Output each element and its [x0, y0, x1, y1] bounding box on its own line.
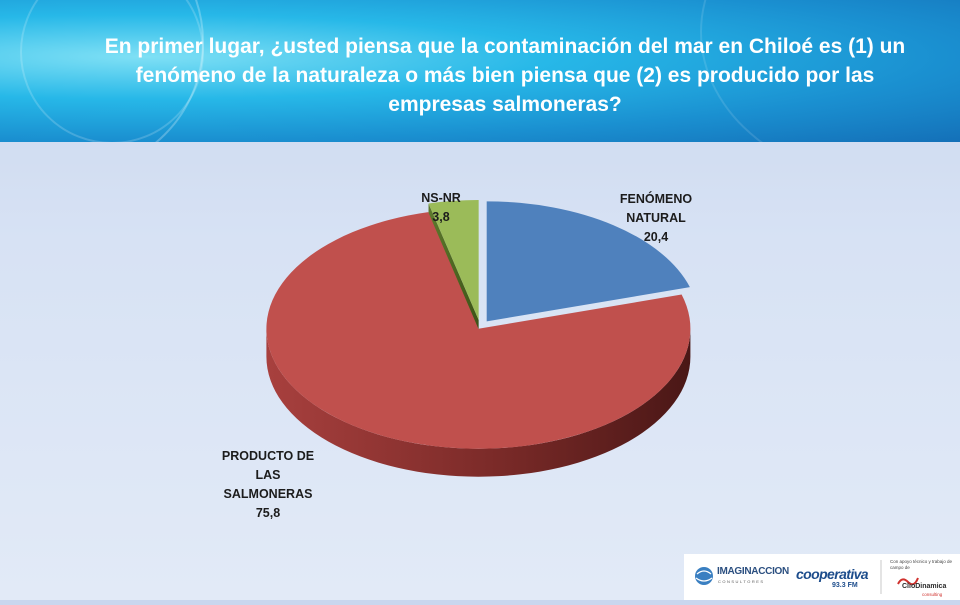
slice-label-line: FENÓMENO [619, 192, 693, 206]
cliodinamica-swoosh-icon [897, 577, 919, 586]
slice-label-line: LAS [255, 468, 281, 482]
logo-imaginaccion-sub: CONSULTORES [718, 579, 765, 584]
slice-label-line: NATURAL [626, 211, 686, 225]
page-title: En primer lugar, ¿usted piensa que la co… [104, 35, 906, 116]
slice-producto-salmoneras-side [266, 328, 691, 477]
logo-cliodinamica: ClioDinamica [902, 583, 947, 590]
logo-imaginaccion: IMAGINACCION [717, 566, 789, 577]
slice-value: 3,8 [432, 210, 450, 224]
slice-label-line: NS-NR [421, 191, 461, 205]
slice-label-fenomeno-natural: FENÓMENO NATURAL 20,4 [596, 190, 716, 247]
logos-svg [695, 560, 919, 594]
slice-label-producto-salmoneras: PRODUCTO DE LAS SALMONERAS 75,8 [206, 447, 330, 523]
logo-cooperativa: cooperativa [796, 566, 869, 582]
slice-value: 20,4 [643, 230, 669, 244]
slice-value: 75,8 [255, 506, 281, 520]
imaginaccion-globe-icon [695, 567, 713, 585]
logo-cliodinamica-sub: consulting [922, 592, 943, 597]
globe-lines-icon [695, 570, 713, 582]
slice-fenomeno-natural-top [486, 201, 690, 322]
slice-producto-salmoneras-top [266, 212, 691, 449]
slice-ns-nr-top [428, 200, 479, 321]
header-banner: En primer lugar, ¿usted piensa que la co… [0, 0, 960, 142]
pie-chart-svg [266, 200, 691, 477]
logo-cliodinamica-note: Con apoyo técnico y trabajo de campo de [890, 559, 953, 570]
pie-chart: NS-NR 3,8 FENÓMENO NATURAL 20,4 PRODUCTO… [0, 142, 960, 600]
slice-label-line: PRODUCTO DE [221, 449, 315, 463]
slice-label-ns-nr: NS-NR 3,8 [404, 189, 478, 227]
logo-cooperativa-sub: 93.3 FM [832, 582, 858, 589]
sponsor-logos: IMAGINACCION CONSULTORES cooperativa 93.… [684, 554, 960, 600]
slice-label-line: SALMONERAS [223, 487, 313, 501]
